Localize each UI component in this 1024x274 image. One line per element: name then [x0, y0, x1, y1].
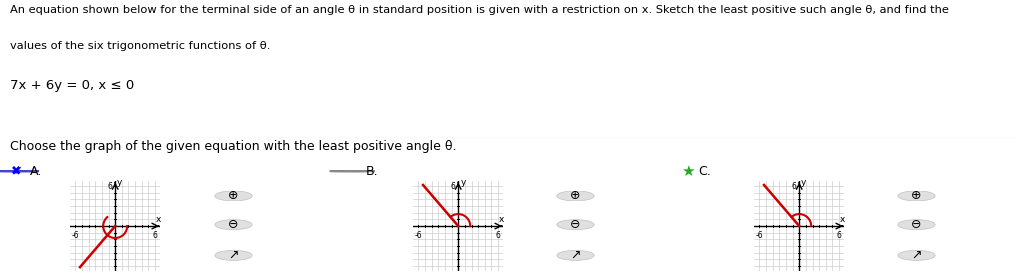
Text: 6: 6: [791, 182, 796, 191]
Text: ✓: ✓: [12, 165, 23, 178]
Text: ✖: ✖: [11, 165, 22, 178]
Text: ⊕: ⊕: [228, 189, 239, 202]
Text: ↗: ↗: [911, 249, 922, 262]
Text: 6: 6: [450, 182, 455, 191]
Text: y: y: [460, 178, 466, 187]
Text: -6: -6: [756, 231, 763, 240]
Text: 6: 6: [153, 231, 158, 240]
Text: ⊕: ⊕: [570, 189, 581, 202]
Circle shape: [557, 191, 594, 201]
Text: 7x + 6y = 0, x ≤ 0: 7x + 6y = 0, x ≤ 0: [10, 79, 134, 92]
Text: -6: -6: [72, 231, 79, 240]
Text: Choose the graph of the given equation with the least positive angle θ.: Choose the graph of the given equation w…: [10, 140, 457, 153]
Text: ★: ★: [681, 164, 695, 179]
Text: x: x: [156, 215, 162, 224]
Circle shape: [898, 250, 935, 260]
Text: 6: 6: [496, 231, 501, 240]
Text: 6: 6: [106, 182, 112, 191]
Text: An equation shown below for the terminal side of an angle θ in standard position: An equation shown below for the terminal…: [10, 5, 949, 15]
Text: ↗: ↗: [570, 249, 581, 262]
Text: x: x: [499, 215, 505, 224]
Text: x: x: [840, 215, 846, 224]
Text: 6: 6: [837, 231, 842, 240]
Circle shape: [215, 220, 252, 230]
Circle shape: [898, 220, 935, 230]
Text: A.: A.: [30, 165, 42, 178]
Text: values of the six trigonometric functions of θ.: values of the six trigonometric function…: [10, 41, 270, 51]
Text: ⊕: ⊕: [911, 189, 922, 202]
Text: ⊖: ⊖: [570, 218, 581, 231]
Text: B.: B.: [366, 165, 378, 178]
Text: y: y: [117, 178, 123, 187]
Text: y: y: [801, 178, 807, 187]
Text: ↗: ↗: [228, 249, 239, 262]
Circle shape: [898, 191, 935, 201]
Text: C.: C.: [698, 165, 711, 178]
Circle shape: [215, 250, 252, 260]
Text: ⊖: ⊖: [228, 218, 239, 231]
Circle shape: [557, 220, 594, 230]
Circle shape: [215, 191, 252, 201]
Circle shape: [557, 250, 594, 260]
Text: -6: -6: [415, 231, 422, 240]
Text: ⊖: ⊖: [911, 218, 922, 231]
